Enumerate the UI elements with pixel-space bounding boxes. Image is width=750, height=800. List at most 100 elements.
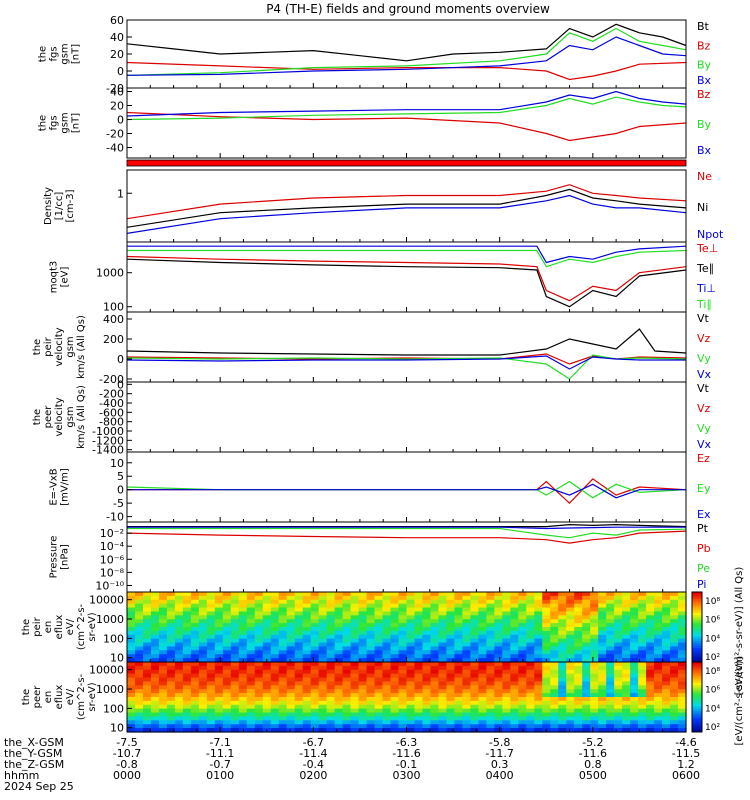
heatmap-cell [422, 700, 432, 706]
heatmap-cell [134, 693, 144, 698]
heatmap-cell [614, 669, 623, 675]
heatmap-cell [478, 646, 487, 651]
heatmap-cell [294, 681, 304, 686]
heatmap-cell [374, 728, 384, 733]
heatmap-cell [678, 627, 687, 632]
heatmap-cell [526, 662, 535, 667]
heatmap-cell [190, 662, 200, 667]
heatmap-cell [318, 708, 328, 714]
heatmap-cell [358, 611, 368, 616]
heatmap-cell [334, 720, 344, 725]
heatmap-cell [286, 724, 296, 729]
heatmap-cell [510, 697, 519, 702]
panel-frame [126, 451, 687, 523]
heatmap-cell [654, 599, 663, 605]
heatmap-cell [438, 642, 448, 648]
heatmap-cell [582, 627, 591, 632]
heatmap-cell [526, 642, 535, 648]
heatmap-cell [214, 630, 224, 636]
colorbar-step [692, 704, 702, 707]
x-row-value: 0100 [206, 769, 234, 782]
colorbar-step [692, 627, 702, 630]
heatmap-cell [598, 728, 607, 733]
heatmap-cell [254, 712, 264, 718]
heatmap-cell [446, 669, 456, 675]
heatmap-cell [622, 708, 631, 714]
heatmap-cell [414, 595, 424, 601]
heatmap-cell [310, 685, 320, 690]
heatmap-cell [614, 623, 623, 628]
colorbar-tick-label: 10⁸ [705, 667, 720, 677]
heatmap-cell [127, 712, 136, 718]
x-row-label: the_Z-GSM [4, 758, 64, 771]
heatmap-cell [414, 654, 424, 659]
heatmap-cell [590, 615, 599, 620]
heatmap-cell [534, 673, 543, 679]
heatmap-cell [662, 689, 671, 694]
heatmap-cell [454, 654, 463, 659]
spectrogram-9 [127, 662, 687, 733]
heatmap-cell [150, 607, 160, 613]
heatmap-cell [190, 689, 200, 694]
heatmap-cell [350, 728, 360, 733]
heatmap-cell [678, 603, 687, 609]
heatmap-cell [590, 665, 599, 671]
heatmap-cell [502, 712, 511, 718]
heatmap-cell [550, 724, 559, 729]
heatmap-cell [214, 665, 224, 671]
heatmap-cell [174, 716, 184, 721]
heatmap-cell [166, 673, 176, 679]
heatmap-cell [478, 700, 487, 706]
x-row-label: the_Y-GSM [4, 747, 62, 760]
heatmap-cell [350, 638, 360, 644]
heatmap-cell [542, 665, 551, 671]
series-line-By [126, 27, 687, 76]
heatmap-cell [558, 697, 567, 702]
heatmap-cell [446, 619, 456, 624]
heatmap-cell [454, 603, 463, 609]
colorbar-step [692, 603, 702, 607]
x-row-value: 1.2 [677, 758, 695, 771]
heatmap-cell [454, 662, 463, 667]
heatmap-cell [662, 638, 671, 644]
heatmap-cell [662, 650, 671, 655]
heatmap-cell [326, 599, 336, 605]
heatmap-cell [246, 650, 256, 655]
heatmap-cell [198, 611, 208, 616]
heatmap-cell [398, 708, 408, 714]
heatmap-cell [566, 638, 575, 644]
heatmap-cell [550, 646, 559, 651]
heatmap-cell [646, 607, 655, 613]
heatmap-cell [486, 669, 495, 675]
heatmap-cell [566, 642, 575, 648]
heatmap-cell [606, 623, 615, 628]
heatmap-cell [478, 650, 487, 655]
heatmap-cell [222, 724, 232, 729]
heatmap-cell [342, 697, 352, 702]
heatmap-cell [286, 704, 296, 710]
heatmap-cell [534, 623, 543, 628]
heatmap-cell [678, 685, 687, 690]
heatmap-cell [206, 654, 216, 659]
heatmap-cell [190, 700, 200, 706]
heatmap-cell [382, 673, 392, 679]
heatmap-cell [678, 697, 687, 702]
heatmap-cell [422, 627, 432, 632]
heatmap-cell [550, 685, 559, 690]
heatmap-cell [182, 592, 192, 597]
heatmap-cell [422, 681, 432, 686]
y-tick-label: 10000 [89, 594, 124, 607]
heatmap-cell [678, 665, 687, 671]
legend-entry: Bx [697, 74, 712, 87]
heatmap-cell [606, 689, 615, 694]
heatmap-cell [142, 603, 152, 609]
heatmap-cell [630, 627, 639, 632]
heatmap-cell [518, 654, 527, 659]
heatmap-cell [150, 630, 160, 636]
x-row-value: -5.8 [489, 736, 510, 749]
heatmap-cell [470, 693, 479, 698]
heatmap-cell [238, 697, 248, 702]
heatmap-cell [518, 677, 527, 683]
heatmap-cell [278, 619, 288, 624]
heatmap-cell [358, 619, 368, 624]
